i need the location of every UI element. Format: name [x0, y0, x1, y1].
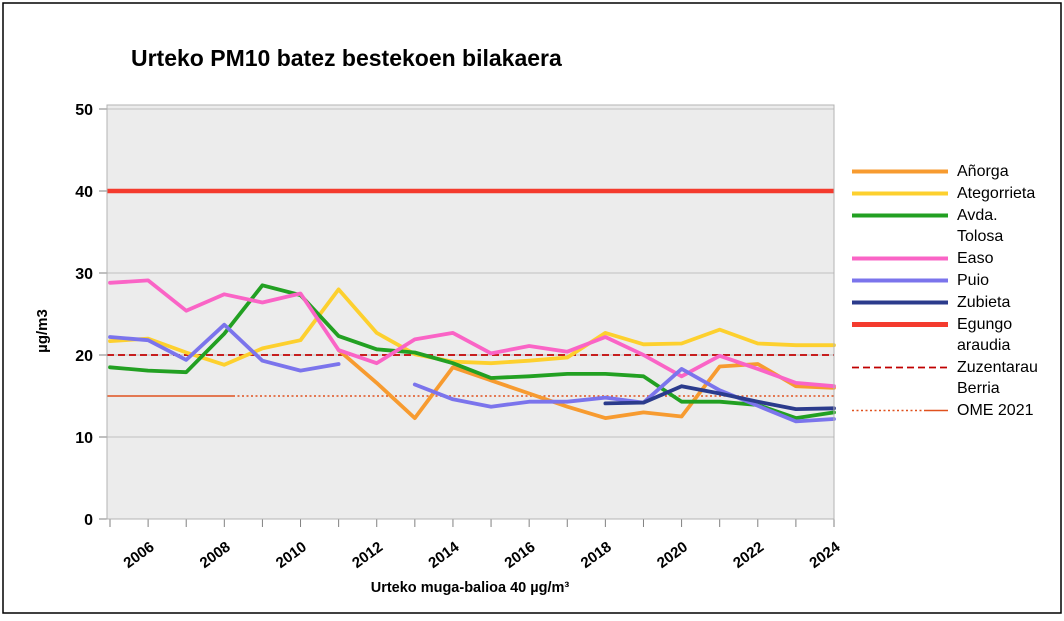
- x-tick-label-2006: 2006: [120, 538, 157, 571]
- y-tick-label-20: 20: [75, 348, 93, 365]
- legend-item-a-orga: Añorga: [852, 161, 1057, 182]
- legend-label: Egungo araudia: [957, 316, 1013, 354]
- legend-item-egungo: Egungo araudia: [852, 314, 1057, 356]
- chart-legend: Añorga Ategorrieta Avda. Tolosa Easo Puio Zubi…: [852, 161, 1057, 422]
- legend-item-ategorrieta: Ategorrieta: [852, 183, 1057, 204]
- legend-item-zubieta: Zubieta: [852, 292, 1057, 313]
- series-line-avda-tolosa: [108, 283, 836, 420]
- x-tick-label-2014: 2014: [425, 538, 463, 572]
- legend-label: Añorga: [957, 163, 1009, 180]
- legend-line-sample-ome-2021: [852, 409, 948, 412]
- legend-label: Avda. Tolosa: [957, 207, 1004, 245]
- legend-item-avda: Avda. Tolosa: [852, 205, 1057, 247]
- x-tick-label-2018: 2018: [578, 538, 615, 571]
- legend-label: Easo: [957, 250, 994, 267]
- y-tick-label-40: 40: [75, 184, 93, 201]
- chart-title: Urteko PM10 batez bestekoen bilakaera: [131, 45, 562, 71]
- y-axis-title: µg/m3: [34, 309, 51, 353]
- plot-background: [107, 105, 834, 519]
- legend-line-sample-egungo: [852, 322, 948, 327]
- plot-area: 0 10 20 30 40 50 2006 2008 2010 2012 2014 2016 2018 2…: [75, 102, 844, 572]
- legend-line-sample-puio: [852, 278, 948, 283]
- y-tick-label-30: 30: [75, 266, 93, 283]
- legend-label: Zubieta: [957, 294, 1011, 311]
- legend-item-ome-2021: OME 2021: [852, 400, 1057, 421]
- x-tick-label-2016: 2016: [502, 538, 539, 571]
- series-line-puio: [108, 322, 836, 424]
- y-tick-label-50: 50: [75, 102, 93, 119]
- legend-line-sample-zubieta: [852, 300, 948, 305]
- y-tick-label-0: 0: [84, 512, 93, 529]
- legend-line-sample-ategorrieta: [852, 191, 948, 196]
- legend-line-sample-a-orga: [852, 169, 948, 174]
- legend-item-puio: Puio: [852, 270, 1057, 291]
- series-line-ategorrieta: [108, 287, 836, 367]
- x-tick-label-2012: 2012: [349, 538, 386, 571]
- series-line-zubieta: [603, 384, 836, 411]
- legend-line-sample-zuzentarau: [852, 366, 948, 369]
- x-tick-label-2024: 2024: [806, 538, 844, 572]
- y-tick-label-10: 10: [75, 430, 93, 447]
- legend-label: Ategorrieta: [957, 185, 1036, 202]
- x-tick-label-2008: 2008: [197, 538, 234, 571]
- series-line-a-orga: [336, 348, 836, 420]
- legend-line-sample-avda: [852, 213, 948, 218]
- x-tick-label-2022: 2022: [730, 538, 767, 571]
- x-axis-footer-label: Urteko muga-balioa 40 µg/m³: [371, 580, 570, 596]
- plot-border: [106, 104, 835, 520]
- legend-item-easo: Easo: [852, 248, 1057, 269]
- legend-label: OME 2021: [957, 402, 1034, 419]
- legend-label: Puio: [957, 272, 990, 289]
- x-tick-label-2020: 2020: [654, 538, 691, 571]
- legend-label: Zuzentarau Berria: [957, 359, 1038, 397]
- series-line-easo: [108, 278, 836, 389]
- legend-line-sample-easo: [852, 256, 948, 261]
- legend-item-zuzentarau: Zuzentarau Berria: [852, 357, 1057, 399]
- x-tick-label-2010: 2010: [273, 538, 310, 571]
